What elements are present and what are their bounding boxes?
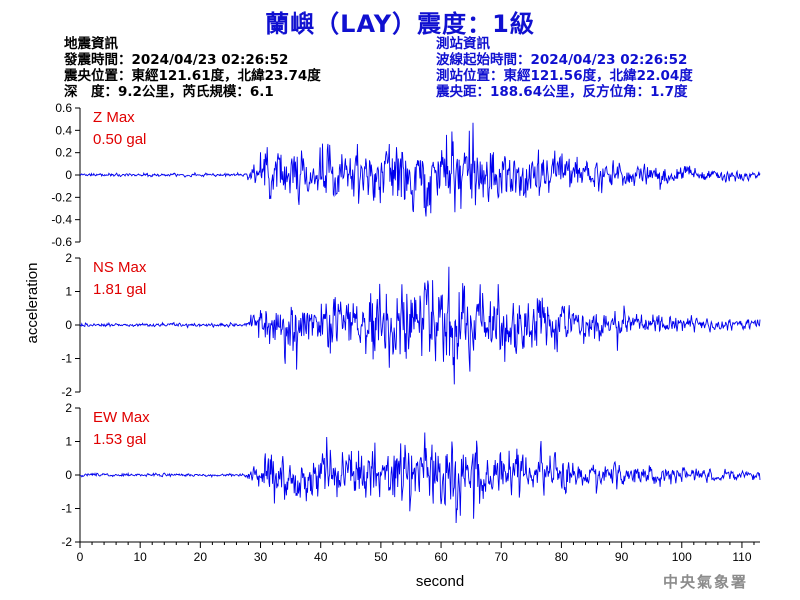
- y-tick-label: 0: [65, 318, 72, 332]
- x-tick-label: 50: [374, 550, 388, 564]
- origin-time: 發震時間：2024/04/23 02:26:52: [64, 52, 289, 68]
- y-tick-label: 0.2: [55, 146, 72, 160]
- wave-start-time: 波線起始時間：2024/04/23 02:26:52: [436, 52, 688, 68]
- station-location: 測站位置：東經121.56度，北緯22.04度: [436, 68, 693, 84]
- waveform-ns: [79, 266, 761, 385]
- x-tick-label: 70: [495, 550, 509, 564]
- station-info-block: 測站資訊 波線起始時間：2024/04/23 02:26:52 測站位置：東經1…: [436, 36, 693, 100]
- y-tick-label: -2: [61, 535, 72, 549]
- y-tick-label: -1: [61, 502, 72, 516]
- y-tick-label: 1: [65, 435, 72, 449]
- max-value-ew: 1.53 gal: [93, 431, 146, 448]
- waveform-z: [79, 122, 761, 217]
- max-value-ns: 1.81 gal: [93, 281, 146, 298]
- max-label-z: Z Max: [93, 109, 135, 126]
- y-tick-label: -2: [61, 385, 72, 399]
- y-tick-label: -0.2: [51, 190, 72, 204]
- x-tick-label: 110: [732, 550, 751, 564]
- epicenter-location: 震央位置：東經121.61度，北緯23.74度: [64, 68, 321, 84]
- epicentral-distance: 震央距：188.64公里，反方位角：1.7度: [436, 84, 688, 100]
- earthquake-info-block: 地震資訊 發震時間：2024/04/23 02:26:52 震央位置：東經121…: [64, 36, 321, 100]
- max-value-z: 0.50 gal: [93, 131, 146, 148]
- y-tick-label: 0.6: [55, 101, 72, 115]
- x-tick-label: 60: [434, 550, 448, 564]
- y-tick-label: -0.4: [51, 213, 72, 227]
- y-tick-label: 1: [65, 285, 72, 299]
- x-tick-label: 100: [672, 550, 692, 564]
- x-tick-label: 80: [555, 550, 569, 564]
- earthquake-info-heading: 地震資訊: [64, 36, 118, 52]
- max-label-ns: NS Max: [93, 259, 147, 276]
- station-info-heading: 測站資訊: [436, 36, 490, 52]
- y-axis-label: acceleration: [24, 263, 41, 344]
- agency-watermark: 中央氣象署: [662, 573, 748, 591]
- y-tick-label: 2: [65, 251, 72, 265]
- depth-magnitude: 深 度：9.2公里，芮氏規模：6.1: [64, 84, 274, 100]
- y-tick-label: 0: [65, 468, 72, 482]
- x-axis-label: second: [416, 573, 464, 590]
- y-tick-label: 0: [65, 168, 72, 182]
- page-title: 蘭嶼（LAY）震度：1級: [265, 10, 535, 38]
- x-tick-label: 10: [133, 550, 147, 564]
- y-tick-label: -1: [61, 352, 72, 366]
- x-tick-label: 40: [314, 550, 328, 564]
- y-tick-label: 0.4: [55, 123, 72, 137]
- x-tick-label: 90: [615, 550, 629, 564]
- y-tick-label: 2: [65, 401, 72, 415]
- max-label-ew: EW Max: [93, 409, 150, 426]
- y-tick-label: -0.6: [51, 235, 72, 249]
- x-tick-label: 30: [254, 550, 268, 564]
- waveform-ew: [79, 432, 761, 524]
- x-tick-label: 0: [77, 550, 84, 564]
- x-tick-label: 20: [194, 550, 208, 564]
